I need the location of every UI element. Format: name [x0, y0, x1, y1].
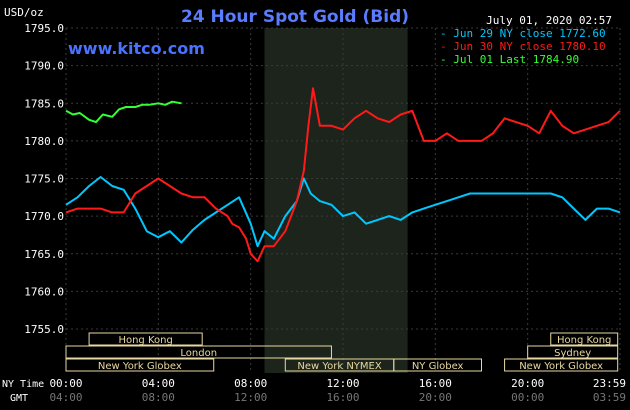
session-label: Hong Kong	[118, 335, 172, 346]
x-tick-label-ny: 23:59	[593, 377, 626, 390]
session-bar	[88, 332, 203, 346]
y-tick-label: 1795.0	[24, 22, 64, 35]
y-tick-label: 1765.0	[24, 248, 64, 261]
series-line-3	[65, 100, 182, 124]
x-tick-label-gmt: 08:00	[142, 391, 175, 404]
y-tick-label: 1790.0	[24, 60, 64, 73]
x-tick-label-gmt: 00:00	[511, 391, 544, 404]
legend-entry: - Jun 29 NY close 1772.60	[440, 27, 606, 40]
session-bar	[65, 358, 215, 372]
series-line-1	[65, 176, 621, 248]
session-label: NY Globex	[412, 361, 464, 372]
x-tick-label-ny: 12:00	[326, 377, 359, 390]
y-tick-label: 1770.0	[24, 210, 64, 223]
nymex-shaded-region	[264, 28, 408, 373]
series-lines	[65, 87, 621, 263]
session-bar	[504, 358, 619, 372]
x-tick-label-gmt: 12:00	[234, 391, 267, 404]
x-tick-label-gmt: 03:59	[593, 391, 626, 404]
session-bar	[527, 345, 619, 359]
y-tick-label: 1780.0	[24, 135, 64, 148]
legend-entry: - Jun 30 NY close 1780.10	[440, 40, 606, 53]
watermark: www.kitco.com	[68, 39, 205, 58]
session-bar	[393, 358, 482, 372]
x-tick-label-ny: 08:00	[234, 377, 267, 390]
x-axis-label-ny: NY Time	[2, 379, 44, 390]
y-axis-unit-label: USD/oz	[4, 6, 44, 19]
x-tick-label-ny: 16:00	[419, 377, 452, 390]
x-tick-label-gmt: 04:00	[49, 391, 82, 404]
session-bar	[550, 332, 619, 346]
y-tick-label: 1755.0	[24, 323, 64, 336]
x-tick-label-gmt: 16:00	[326, 391, 359, 404]
x-axis-ticks: 00:0004:0004:0008:0008:0012:0012:0016:00…	[49, 377, 626, 404]
trading-sessions: Hong Kong Hong Kong London Sydney New York G…	[65, 332, 619, 372]
y-tick-label: 1775.0	[24, 173, 64, 186]
y-tick-label: 1785.0	[24, 97, 64, 110]
legend-entry: - Jul 01 Last 1784.90	[440, 53, 579, 66]
session-bar	[65, 345, 332, 359]
session-label: Sydney	[554, 348, 591, 359]
x-tick-label-ny: 04:00	[142, 377, 175, 390]
y-tick-label: 1760.0	[24, 285, 64, 298]
session-label: New York NYMEX	[297, 361, 382, 372]
session-label: Hong Kong	[557, 335, 611, 346]
session-label: New York Globex	[98, 361, 182, 372]
series-line-2	[65, 87, 621, 263]
x-axis-label-gmt: GMT	[10, 393, 28, 404]
session-label: London	[180, 348, 217, 359]
session-label: New York Globex	[519, 361, 603, 372]
x-tick-label-ny: 20:00	[511, 377, 544, 390]
chart-title: 24 Hour Spot Gold (Bid)	[181, 7, 409, 27]
y-axis-ticks: 1795.0 1790.0 1785.0 1780.0 1775.0 1770.0 1765…	[24, 22, 64, 336]
x-tick-label-gmt: 20:00	[419, 391, 452, 404]
x-tick-label-ny: 00:00	[49, 377, 82, 390]
legend: - Jun 29 NY close 1772.60- Jun 30 NY clo…	[440, 27, 606, 66]
chart-timestamp: July 01, 2020 02:57	[486, 14, 612, 27]
